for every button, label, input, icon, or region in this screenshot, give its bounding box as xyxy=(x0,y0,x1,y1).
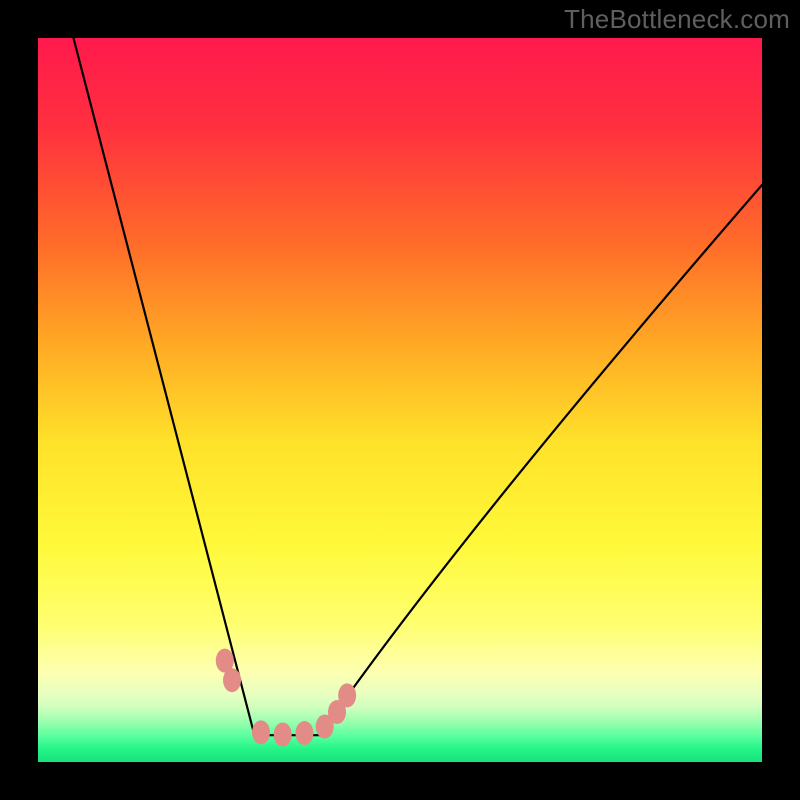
chart-background xyxy=(38,38,762,762)
chart-container: TheBottleneck.com xyxy=(0,0,800,800)
curve-marker xyxy=(252,720,270,744)
chart-svg xyxy=(38,38,762,762)
watermark-text: TheBottleneck.com xyxy=(564,4,790,35)
curve-marker xyxy=(338,683,356,707)
plot-area xyxy=(38,38,762,762)
curve-marker xyxy=(223,668,241,692)
curve-marker xyxy=(295,721,313,745)
curve-marker xyxy=(274,722,292,746)
